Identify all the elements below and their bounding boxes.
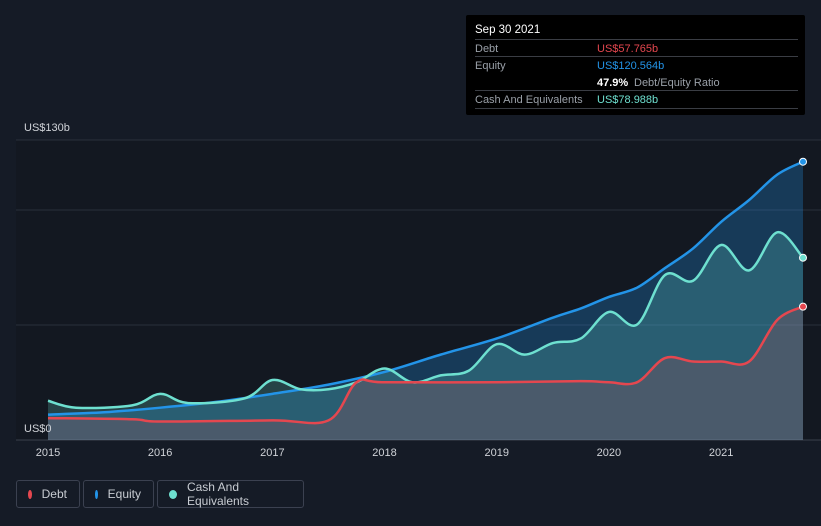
legend-label: Equity xyxy=(107,487,141,501)
x-tick-label: 2020 xyxy=(596,447,622,459)
x-tick-label: 2016 xyxy=(147,447,173,459)
endpoint-debt xyxy=(799,302,807,311)
equity-dot-icon xyxy=(95,489,98,499)
tooltip-date: Sep 30 2021 xyxy=(475,24,541,36)
tooltip-label: Cash And Equivalents xyxy=(475,94,583,106)
legend-label: Debt xyxy=(41,487,67,501)
line-debt xyxy=(47,305,804,425)
y-tick-label: US$130b xyxy=(24,122,70,134)
tooltip-label: Equity xyxy=(475,60,506,72)
legend-label: Cash And Equivalents xyxy=(186,480,250,508)
x-tick-label: 2019 xyxy=(484,447,509,459)
y-tick-label: US$0 xyxy=(24,423,52,435)
tooltip-value: US$57.765b xyxy=(597,43,659,55)
x-tick-label: 2018 xyxy=(372,447,397,459)
tooltip-label: Debt xyxy=(475,43,499,55)
legend-item-debt[interactable]: Debt xyxy=(16,480,80,508)
ratio-label: Debt/Equity Ratio xyxy=(634,77,720,89)
area-equity xyxy=(48,161,803,440)
legend-item-cash[interactable]: Cash And Equivalents xyxy=(157,480,304,508)
debt-dot-icon xyxy=(28,489,32,499)
x-tick-label: 2021 xyxy=(708,447,734,459)
area-cash-and-equivalents xyxy=(48,232,803,440)
tooltip-value: US$78.988b xyxy=(597,94,659,106)
area-debt xyxy=(48,306,803,440)
tooltip-cash-row: Cash And Equivalents US$78.988b xyxy=(475,90,798,109)
x-tick-label: 2015 xyxy=(35,447,61,459)
tooltip-debt-row: Debt US$57.765b xyxy=(475,39,798,57)
tooltip-equity-row: Equity US$120.564b 47.9% Debt/Equity Rat… xyxy=(475,56,798,91)
tooltip: Sep 30 2021 Debt US$57.765b Equity US$12… xyxy=(466,15,805,115)
endpoint-equity xyxy=(799,157,807,166)
endpoint-cash-and-equivalents xyxy=(799,253,807,262)
line-cash-and-equivalents xyxy=(47,231,804,410)
plot-area xyxy=(16,140,821,440)
cash-dot-icon xyxy=(169,489,177,499)
x-tick-label: 2017 xyxy=(260,447,285,459)
ratio-value: 47.9% xyxy=(597,77,629,89)
tooltip-value: US$120.564b xyxy=(597,60,665,72)
legend-item-equity[interactable]: Equity xyxy=(83,480,154,508)
